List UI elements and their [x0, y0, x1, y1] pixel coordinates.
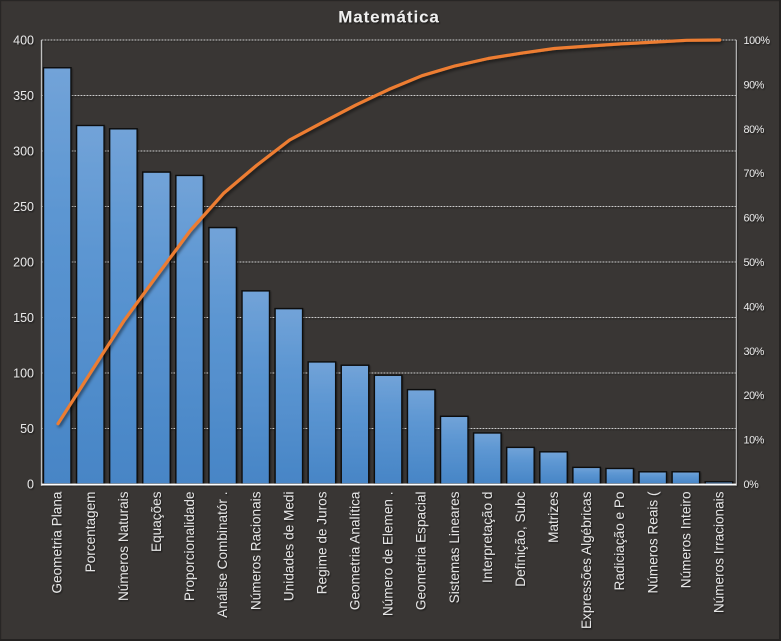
svg-text:Unidades de Medi: Unidades de Medi — [281, 492, 296, 602]
svg-text:Números Irracionais: Números Irracionais — [712, 491, 727, 613]
svg-text:50: 50 — [20, 422, 34, 436]
svg-text:80%: 80% — [744, 124, 765, 136]
svg-text:Números Reais (: Números Reais ( — [645, 491, 660, 593]
svg-text:50%: 50% — [744, 257, 765, 269]
svg-text:Interpretação d: Interpretação d — [480, 492, 495, 583]
svg-text:40%: 40% — [744, 301, 765, 313]
svg-text:20%: 20% — [744, 390, 765, 402]
svg-text:60%: 60% — [744, 213, 765, 225]
svg-text:Números Inteiro: Números Inteiro — [678, 492, 693, 589]
svg-text:0: 0 — [27, 477, 34, 491]
svg-text:100: 100 — [13, 366, 34, 380]
svg-text:Porcentagem: Porcentagem — [83, 492, 98, 573]
svg-text:Número de Elemen .: Número de Elemen . — [381, 492, 396, 617]
svg-text:0%: 0% — [744, 479, 760, 491]
svg-text:150: 150 — [13, 311, 34, 325]
svg-text:Expressões Algébricas: Expressões Algébricas — [579, 491, 594, 629]
svg-text:100%: 100% — [744, 35, 771, 47]
svg-text:350: 350 — [13, 89, 34, 103]
svg-text:400: 400 — [13, 33, 34, 47]
svg-text:Números Naturais: Números Naturais — [116, 491, 131, 601]
svg-text:Regime de Juros: Regime de Juros — [314, 491, 329, 594]
svg-text:10%: 10% — [744, 435, 765, 447]
svg-text:Proporcionalidade: Proporcionalidade — [182, 492, 197, 602]
svg-text:200: 200 — [13, 255, 34, 269]
svg-text:70%: 70% — [744, 168, 765, 180]
svg-text:Sistemas Lineares: Sistemas Lineares — [447, 491, 462, 603]
svg-text:Análise Combinatór .: Análise Combinatór . — [215, 492, 230, 618]
svg-text:90%: 90% — [744, 79, 765, 91]
svg-text:Radiciação e Po: Radiciação e Po — [612, 492, 627, 591]
svg-text:Equações: Equações — [149, 491, 164, 552]
svg-text:Números Racionais: Números Racionais — [248, 491, 263, 610]
svg-text:Definição, Subc: Definição, Subc — [513, 491, 528, 586]
svg-text:Matrizes: Matrizes — [546, 491, 561, 543]
svg-text:Geometria Analítica: Geometria Analítica — [348, 491, 363, 610]
svg-text:300: 300 — [13, 144, 34, 158]
svg-text:Matemática: Matemática — [338, 8, 440, 27]
svg-text:30%: 30% — [744, 346, 765, 358]
svg-text:Geometria Espacial: Geometria Espacial — [414, 492, 429, 611]
svg-text:Geometria Plana: Geometria Plana — [50, 491, 65, 593]
svg-text:250: 250 — [13, 200, 34, 214]
